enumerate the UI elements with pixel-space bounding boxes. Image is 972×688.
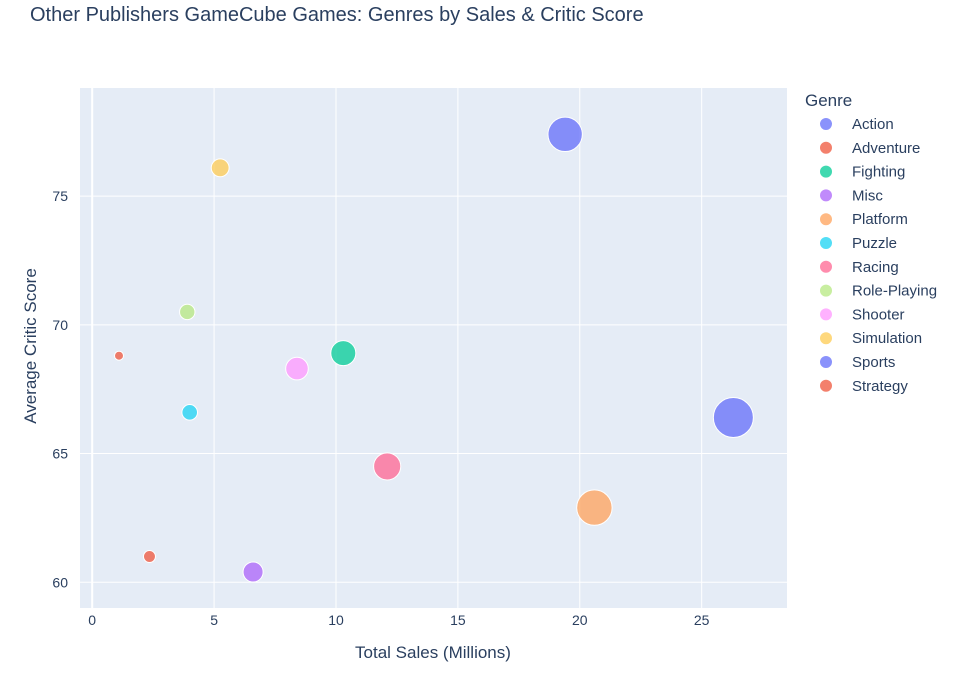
bubble-fighting[interactable] xyxy=(330,340,357,367)
legend-marker xyxy=(819,259,833,274)
legend-label: Platform xyxy=(852,211,908,228)
chart-title: Other Publishers GameCube Games: Genres … xyxy=(30,4,644,26)
legend-marker xyxy=(819,331,833,346)
y-tick-label: 65 xyxy=(52,446,68,462)
legend-marker xyxy=(819,212,833,227)
x-tick-label: 20 xyxy=(572,612,588,628)
legend-marker xyxy=(819,378,833,393)
bubble-adventure[interactable] xyxy=(143,550,156,563)
legend-item-sports[interactable]: Sports xyxy=(819,354,896,371)
legend-label: Simulation xyxy=(852,330,922,347)
bubbles xyxy=(114,116,754,583)
bubble-sports[interactable] xyxy=(712,397,754,439)
y-tick-label: 70 xyxy=(52,317,68,333)
x-tick-label: 10 xyxy=(328,612,344,628)
legend-label: Racing xyxy=(852,259,899,276)
legend-label: Action xyxy=(852,116,894,133)
bubble-puzzle[interactable] xyxy=(181,404,199,421)
x-tick-label: 5 xyxy=(210,612,218,628)
legend-label: Misc xyxy=(852,187,883,204)
legend-label: Fighting xyxy=(852,164,905,181)
x-axis-ticks: 0 5 10 15 20 25 xyxy=(88,612,709,628)
legend-label: Strategy xyxy=(852,378,908,395)
legend-label: Adventure xyxy=(852,140,920,157)
bubble-role-playing[interactable] xyxy=(179,303,196,321)
legend-item-strategy[interactable]: Strategy xyxy=(819,378,909,395)
x-tick-label: 25 xyxy=(694,612,710,628)
legend-label: Puzzle xyxy=(852,235,897,252)
x-axis-title: Total Sales (Millions) xyxy=(355,643,511,662)
legend-item-platform[interactable]: Platform xyxy=(819,211,908,228)
y-axis-ticks: 60 65 70 75 xyxy=(52,188,68,590)
legend-marker xyxy=(819,355,833,369)
y-tick-label: 75 xyxy=(52,188,68,204)
legend-item-action[interactable]: Action xyxy=(819,116,894,133)
legend-item-fighting[interactable]: Fighting xyxy=(819,164,906,181)
legend-marker xyxy=(819,117,833,131)
bubble-strategy[interactable] xyxy=(114,350,125,361)
legend-item-puzzle[interactable]: Puzzle xyxy=(819,235,898,252)
legend-label: Sports xyxy=(852,354,895,371)
legend-item-simulation[interactable]: Simulation xyxy=(819,330,923,347)
legend-item-role-playing[interactable]: Role-Playing xyxy=(819,283,938,300)
legend-marker xyxy=(819,164,833,179)
legend-item-misc[interactable]: Misc xyxy=(819,187,884,204)
legend-marker xyxy=(819,236,833,250)
x-tick-label: 15 xyxy=(450,612,466,628)
bubble-platform[interactable] xyxy=(576,489,613,526)
bubble-simulation[interactable] xyxy=(210,158,230,178)
legend-label: Role-Playing xyxy=(852,283,937,300)
y-tick-label: 60 xyxy=(52,574,68,590)
plot-area xyxy=(80,88,787,608)
legend-marker xyxy=(819,307,833,322)
legend-marker xyxy=(819,283,833,298)
legend-marker xyxy=(819,140,833,155)
legend-item-adventure[interactable]: Adventure xyxy=(819,140,921,157)
y-axis-title: Average Critic Score xyxy=(21,268,40,424)
bubble-misc[interactable] xyxy=(242,561,264,583)
legend-item-racing[interactable]: Racing xyxy=(819,259,899,276)
legend-title: Genre xyxy=(805,91,852,110)
bubble-shooter[interactable] xyxy=(285,356,309,381)
legend: Genre Action Adventure Fighting Misc Platfor… xyxy=(805,91,937,395)
legend-label: Shooter xyxy=(852,306,905,323)
bubble-action[interactable] xyxy=(547,116,583,153)
legend-marker xyxy=(819,188,833,203)
x-tick-label: 0 xyxy=(88,612,96,628)
bubble-racing[interactable] xyxy=(373,452,402,481)
legend-item-shooter[interactable]: Shooter xyxy=(819,306,905,323)
